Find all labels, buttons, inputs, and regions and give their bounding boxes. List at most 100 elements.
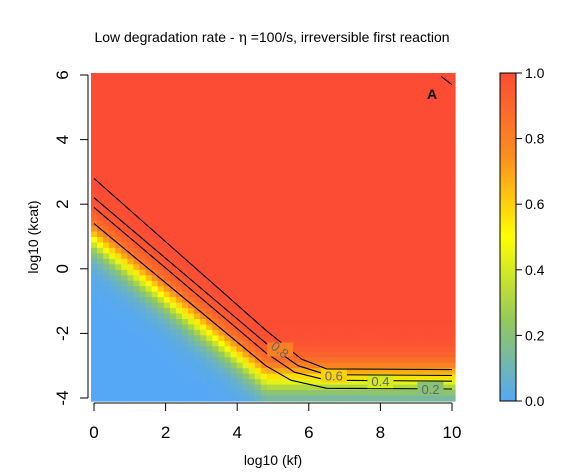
heat-cell bbox=[212, 324, 219, 331]
heat-cell bbox=[351, 187, 359, 194]
heat-cell bbox=[376, 171, 383, 178]
heat-cell bbox=[97, 302, 104, 309]
heat-cell bbox=[218, 319, 226, 326]
heat-cell bbox=[394, 335, 401, 342]
heat-cell bbox=[182, 395, 189, 402]
heat-cell bbox=[370, 155, 377, 162]
heat-cell bbox=[127, 122, 135, 129]
heat-cell bbox=[400, 176, 408, 183]
heat-cell bbox=[91, 226, 98, 233]
heat-cell bbox=[163, 308, 171, 315]
heat-cell bbox=[194, 89, 201, 96]
heat-cell bbox=[333, 73, 341, 80]
heat-cell bbox=[169, 357, 177, 364]
heat-cell bbox=[400, 89, 408, 96]
heat-cell bbox=[212, 73, 219, 80]
heat-cell bbox=[127, 329, 135, 336]
heat-cell bbox=[297, 346, 304, 353]
heat-cell bbox=[91, 215, 98, 222]
heat-cell bbox=[376, 111, 383, 118]
heat-cell bbox=[382, 149, 389, 156]
heat-cell bbox=[115, 297, 122, 304]
heat-cell bbox=[115, 242, 122, 249]
heat-cell bbox=[224, 193, 232, 200]
heat-cell bbox=[139, 144, 147, 151]
heat-cell bbox=[145, 220, 153, 227]
heat-cell bbox=[418, 144, 426, 151]
heat-cell bbox=[157, 226, 165, 233]
heat-cell bbox=[248, 149, 256, 156]
heat-cell bbox=[182, 231, 189, 238]
heat-cell bbox=[321, 100, 329, 107]
heat-cell bbox=[321, 313, 329, 320]
heat-cell bbox=[139, 384, 147, 391]
heat-cell bbox=[206, 390, 213, 397]
heat-cell bbox=[248, 226, 256, 233]
heat-cell bbox=[315, 116, 323, 123]
heat-cell bbox=[157, 308, 165, 315]
heat-cell bbox=[424, 116, 432, 123]
heat-cell bbox=[212, 237, 219, 244]
heat-cell bbox=[91, 155, 98, 162]
heat-cell bbox=[394, 138, 401, 145]
heat-cell bbox=[412, 116, 420, 123]
heat-cell bbox=[157, 111, 165, 118]
heat-cell bbox=[297, 209, 304, 216]
heat-cell bbox=[364, 324, 371, 331]
heat-cell bbox=[254, 297, 262, 304]
heat-cell bbox=[115, 335, 122, 342]
heat-cell bbox=[133, 215, 141, 222]
heat-cell bbox=[121, 78, 128, 85]
heat-cell bbox=[382, 176, 389, 183]
heat-cell bbox=[188, 226, 195, 233]
heat-cell bbox=[370, 335, 377, 342]
heat-cell bbox=[163, 226, 171, 233]
heat-cell bbox=[194, 165, 201, 172]
heat-cell bbox=[364, 291, 371, 298]
heat-cell bbox=[248, 346, 256, 353]
contour-label-gap bbox=[417, 381, 444, 396]
heat-cell bbox=[400, 204, 408, 211]
heat-cell bbox=[297, 231, 304, 238]
heat-cell bbox=[97, 335, 104, 342]
heat-cell bbox=[266, 78, 274, 85]
heat-cell bbox=[400, 384, 408, 391]
heat-cell bbox=[254, 193, 262, 200]
heat-cell bbox=[188, 390, 195, 397]
heat-cell bbox=[188, 264, 195, 271]
heat-cell bbox=[309, 127, 317, 134]
heat-cell bbox=[200, 116, 207, 123]
heat-cell bbox=[406, 94, 414, 101]
heat-cell bbox=[151, 264, 159, 271]
heat-cell bbox=[157, 198, 165, 205]
heat-cell bbox=[224, 94, 232, 101]
heat-cell bbox=[230, 231, 238, 238]
heat-cell bbox=[424, 155, 432, 162]
heat-cell bbox=[309, 187, 317, 194]
heat-cell bbox=[303, 264, 310, 271]
heat-cell bbox=[224, 133, 232, 140]
heat-cell bbox=[309, 346, 317, 353]
heat-cell bbox=[442, 149, 450, 156]
heat-cell bbox=[206, 198, 213, 205]
heat-cell bbox=[194, 187, 201, 194]
heat-cell bbox=[206, 368, 213, 375]
heat-cell bbox=[309, 116, 317, 123]
heat-cell bbox=[260, 133, 268, 140]
heat-cell bbox=[357, 160, 365, 167]
heat-cell bbox=[406, 308, 414, 315]
heat-cell bbox=[364, 368, 371, 375]
heat-cell bbox=[430, 182, 438, 189]
heat-cell bbox=[436, 308, 444, 315]
heat-cell bbox=[230, 165, 238, 172]
heat-cell bbox=[339, 165, 347, 172]
heat-cell bbox=[97, 171, 104, 178]
heat-cell bbox=[382, 357, 389, 364]
heat-cell bbox=[388, 73, 395, 80]
heat-cell bbox=[285, 395, 292, 402]
heat-cell bbox=[188, 111, 195, 118]
heat-cell bbox=[430, 160, 438, 167]
heat-cell bbox=[430, 111, 438, 118]
heat-cell bbox=[212, 111, 219, 118]
heat-cell bbox=[412, 138, 420, 145]
